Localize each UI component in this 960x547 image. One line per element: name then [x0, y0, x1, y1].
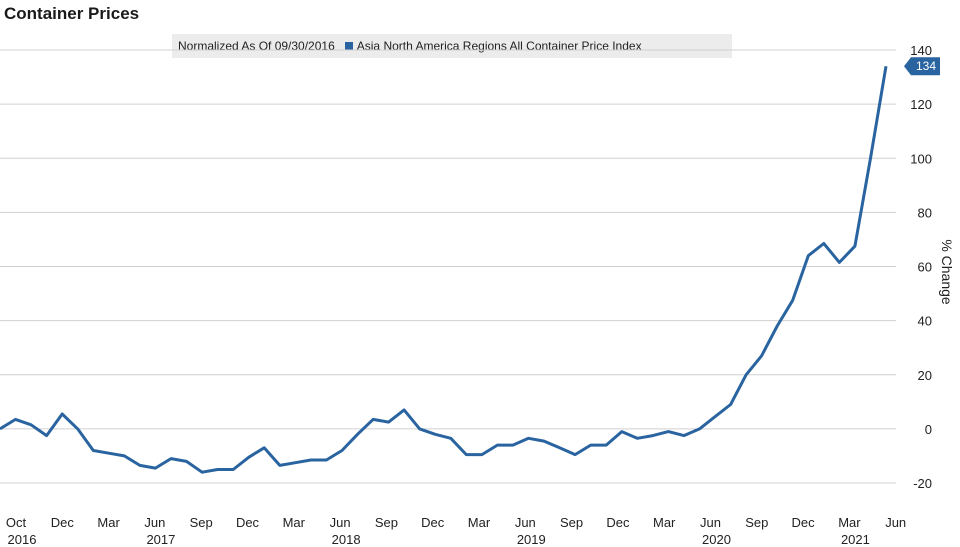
legend-swatch [344, 42, 353, 50]
x-tick-label: Mar [653, 515, 676, 530]
x-tick-label: Dec [792, 515, 816, 530]
x-year-label: 2018 [332, 532, 361, 547]
x-tick-label: Sep [375, 515, 398, 530]
x-tick-label: Sep [560, 515, 583, 530]
x-tick-label: Mar [838, 515, 861, 530]
y-tick-label: 60 [918, 260, 932, 275]
last-value-tag [904, 57, 940, 76]
x-tick-label: Dec [51, 515, 75, 530]
x-tick-label: Sep [190, 515, 213, 530]
x-year-label: 2016 [8, 532, 37, 547]
x-tick-label: Mar [468, 515, 491, 530]
grid-lines [0, 49, 896, 484]
x-tick-label: Dec [606, 515, 630, 530]
legend: Normalized As Of 09/30/2016 Asia North A… [172, 34, 732, 58]
y-axis: -20 0 20 40 60 80 100 120 140 [910, 43, 932, 491]
x-year-label: 2020 [702, 532, 731, 547]
y-tick-label: 80 [918, 205, 932, 220]
x-axis: Oct Dec Mar Jun Sep Dec Mar Jun Sep Dec Mar Jun Sep D… [6, 515, 906, 547]
y-tick-label: 20 [918, 368, 932, 383]
x-year-label: 2017 [146, 532, 175, 547]
y-tick-label: 100 [910, 151, 932, 166]
x-tick-label: Jun [515, 515, 536, 530]
x-tick-label: Jun [885, 515, 906, 530]
x-year-label: 2021 [841, 532, 870, 547]
x-tick-label: Jun [330, 515, 351, 530]
x-tick-label: Mar [283, 515, 306, 530]
x-tick-label: Sep [745, 515, 768, 530]
x-tick-label: Oct [6, 515, 27, 530]
x-tick-label: Jun [700, 515, 721, 530]
y-axis-label: % Change [939, 239, 955, 305]
x-tick-label: Jun [144, 515, 165, 530]
chart-title: Container Prices [4, 4, 140, 23]
y-tick-label: 0 [925, 422, 932, 437]
last-value-label: 134 [916, 59, 936, 73]
series-group: 134 [0, 57, 940, 474]
x-year-label: 2019 [517, 532, 546, 547]
x-tick-label: Dec [421, 515, 445, 530]
y-tick-label: 40 [918, 314, 932, 329]
y-tick-label: -20 [913, 476, 932, 491]
series-line [0, 65, 888, 474]
y-tick-label: 140 [910, 43, 932, 58]
x-tick-label: Mar [97, 515, 120, 530]
y-tick-label: 120 [910, 97, 932, 112]
x-tick-label: Dec [236, 515, 260, 530]
